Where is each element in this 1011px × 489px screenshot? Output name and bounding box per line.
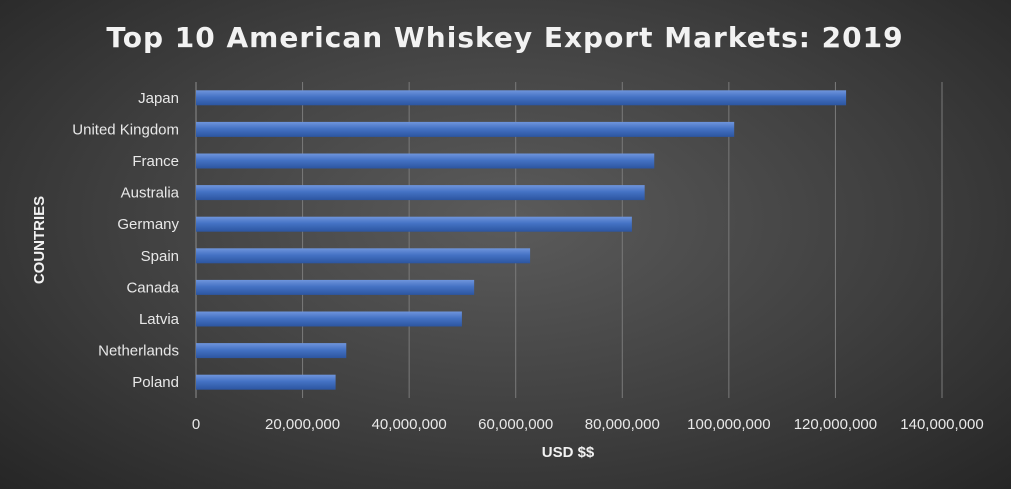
chart-title: Top 10 American Whiskey Export Markets: … xyxy=(106,21,903,54)
category-label: Latvia xyxy=(139,311,180,328)
category-label: Australia xyxy=(121,185,180,202)
bar xyxy=(196,153,655,169)
bar xyxy=(196,374,336,390)
category-label: Spain xyxy=(141,248,179,265)
category-label: Canada xyxy=(126,279,179,296)
x-tick-label: 100,000,000 xyxy=(687,416,770,433)
x-tick-label: 20,000,000 xyxy=(265,416,340,433)
x-tick-label: 0 xyxy=(192,416,200,433)
x-tick-label: 40,000,000 xyxy=(372,416,447,433)
category-label: Poland xyxy=(132,374,179,391)
y-axis-title: COUNTRIES xyxy=(31,196,48,284)
bars xyxy=(196,90,847,390)
bar xyxy=(196,121,735,137)
x-tick-label: 140,000,000 xyxy=(900,416,983,433)
bar xyxy=(196,185,645,201)
x-tick-label: 60,000,000 xyxy=(478,416,553,433)
bar xyxy=(196,343,347,359)
bar xyxy=(196,248,531,264)
x-axis-title: USD $$ xyxy=(542,444,595,461)
x-tick-labels: 0 20,000,000 40,000,000 60,000,000 80,000,00… xyxy=(192,416,984,433)
x-tick-label: 80,000,000 xyxy=(585,416,660,433)
category-label: United Kingdom xyxy=(72,121,179,138)
category-label: Japan xyxy=(138,90,179,107)
category-label: Germany xyxy=(117,216,179,233)
bar xyxy=(196,216,632,232)
x-tick-label: 120,000,000 xyxy=(794,416,877,433)
bar xyxy=(196,279,475,295)
category-label: Netherlands xyxy=(98,343,179,360)
bar xyxy=(196,311,462,327)
bar xyxy=(196,90,847,106)
category-labels: Japan United Kingdom France Australia German… xyxy=(72,90,179,391)
category-label: France xyxy=(132,153,179,170)
